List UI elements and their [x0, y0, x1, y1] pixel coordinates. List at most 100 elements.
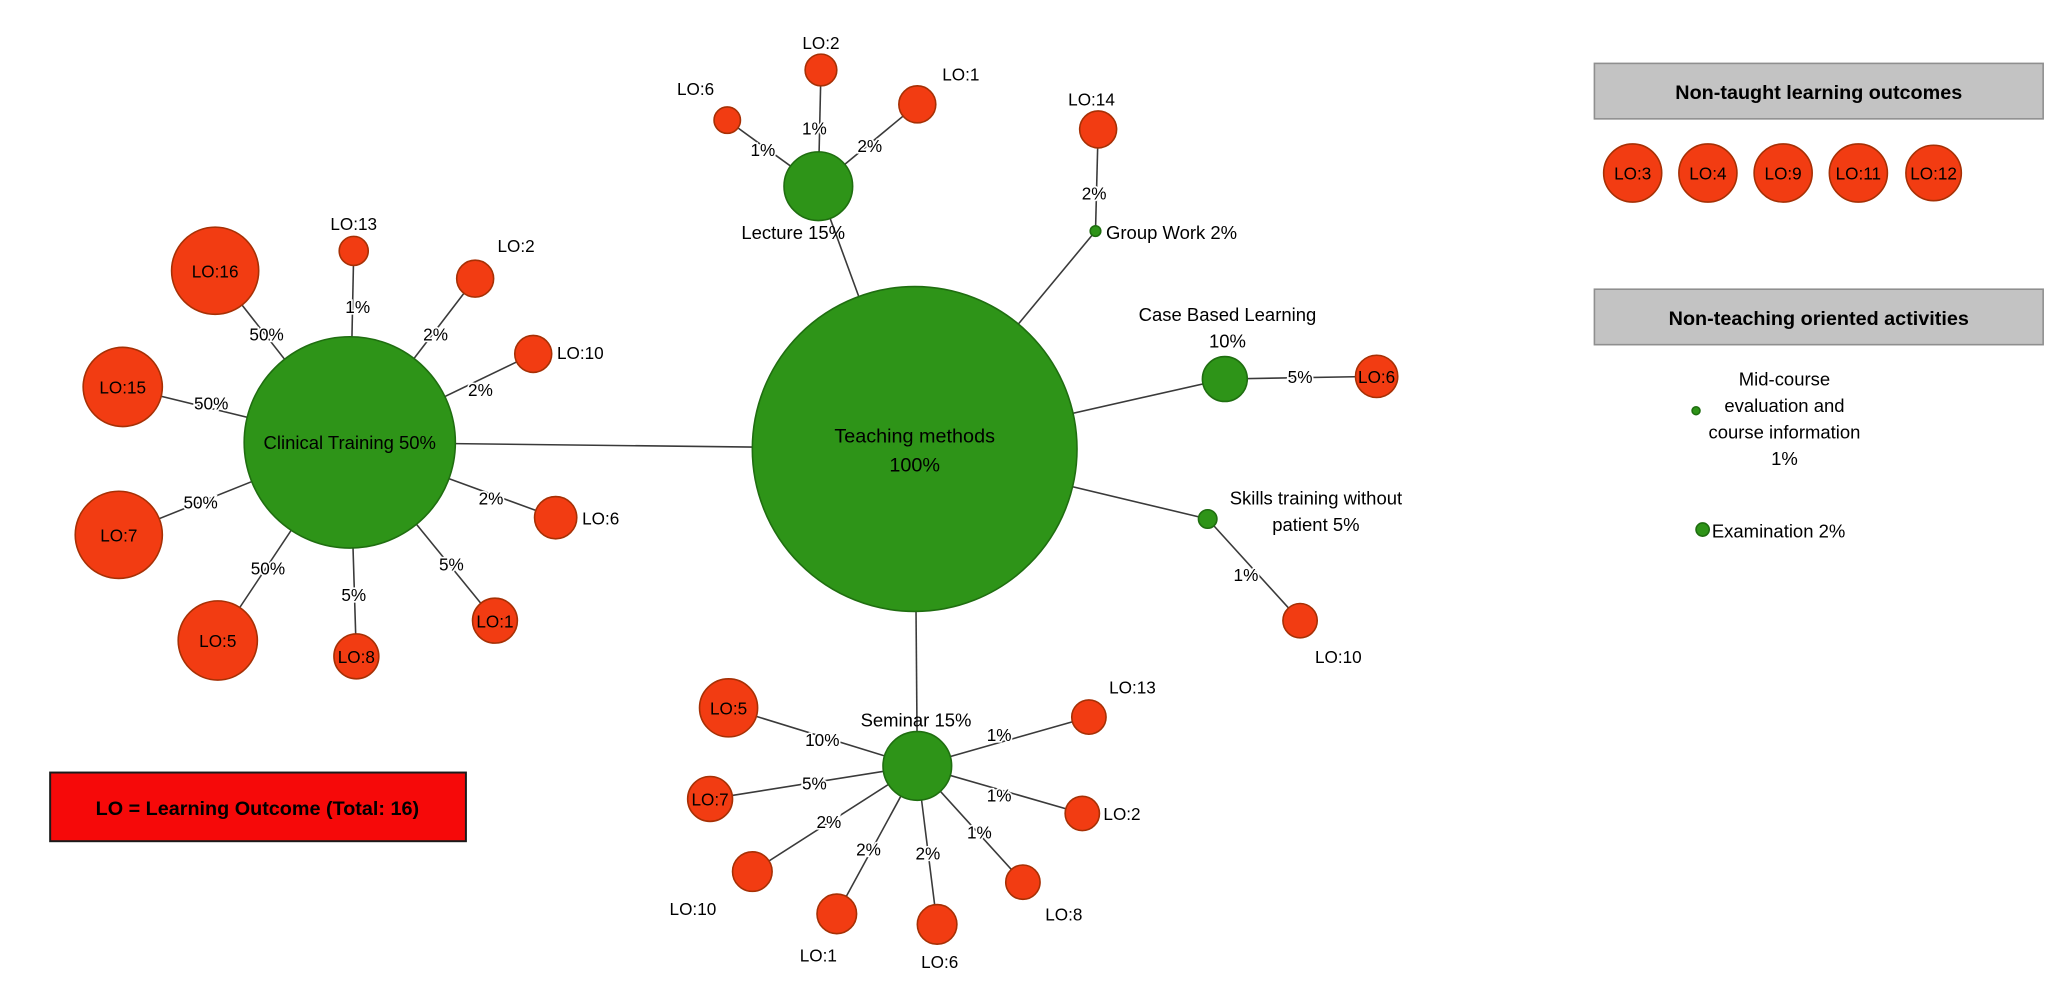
node-cbl — [1201, 355, 1249, 403]
node-label-c1: LO:1 — [476, 611, 513, 631]
node-c16 — [170, 226, 260, 316]
edge-labels-layer: 50% 1% 2% 2% 2% 5% 5% 50% 50% 50% 1% 1% 2% 2% 5% 1% 10% 5… — [182, 117, 1314, 865]
node-se13 — [1070, 699, 1107, 736]
node-s10 — [1282, 602, 1319, 639]
node-n4 — [1678, 143, 1738, 203]
node-n12 — [1905, 144, 1963, 202]
annotations-layer: Mid-course evaluation and course informati… — [1709, 369, 1861, 542]
node-label-teaching: Teaching methods 100% — [834, 425, 995, 476]
edge-label-clinical-c10: 2% — [468, 380, 493, 400]
node-label-cbl: Case Based Learning 10% — [1139, 304, 1317, 351]
edge-cbl-cb6 — [1224, 375, 1377, 380]
edge-label-seminar-se13: 1% — [987, 725, 1012, 745]
node-label-c7: LO:7 — [100, 525, 137, 545]
non-taught-header-box — [1593, 62, 2044, 120]
edge-label-seminar-se1: 2% — [856, 840, 881, 860]
edge-label-clinical-c7: 50% — [183, 492, 217, 512]
node-label-l2: LO:2 — [802, 33, 839, 53]
node-label-n4: LO:4 — [1689, 164, 1727, 184]
node-label-s10: LO:10 — [1315, 647, 1362, 667]
edge-label-clinical-c5: 50% — [251, 558, 285, 578]
node-se8 — [1004, 864, 1041, 901]
non-taught-outcomes-panel-header: Non-taught learning outcomes — [1593, 62, 2044, 120]
node-seminar — [882, 730, 953, 802]
edge-label-groupwork-g14: 2% — [1082, 183, 1107, 203]
node-label-se1: LO:1 — [800, 945, 837, 965]
edge-label-seminar-se10: 2% — [816, 812, 841, 832]
node-groupwork — [1089, 225, 1102, 238]
node-label-l1: LO:1 — [942, 65, 979, 85]
node-c10 — [513, 334, 553, 374]
non-teaching-header-box — [1593, 288, 2044, 346]
node-label-cb6: LO:6 — [1358, 367, 1395, 387]
node-c5 — [177, 600, 259, 681]
node-c13 — [338, 235, 370, 267]
node-label-se13: LO:13 — [1109, 677, 1156, 697]
edge-label-clinical-c13: 1% — [345, 297, 370, 317]
node-se5 — [698, 677, 759, 738]
node-label-c6: LO:6 — [582, 508, 619, 528]
edge-label-lecture-l1: 2% — [857, 136, 882, 156]
node-label-se10: LO:10 — [670, 899, 717, 919]
legend: LO = Learning Outcome (Total: 16) — [49, 771, 467, 843]
edge-label-clinical-c16: 50% — [249, 325, 283, 345]
edge-label-seminar-se2: 1% — [987, 786, 1012, 806]
node-c7 — [74, 490, 164, 580]
edge-label-clinical-c2: 2% — [423, 325, 448, 345]
node-skills — [1197, 508, 1218, 530]
node-l6 — [713, 106, 742, 135]
node-c2 — [455, 259, 495, 298]
edge-label-seminar-se5: 10% — [805, 730, 839, 750]
legend-box — [49, 771, 467, 843]
node-g14 — [1078, 110, 1118, 149]
node-exam — [1695, 522, 1711, 537]
node-label-c15: LO:15 — [99, 378, 146, 398]
node-se1 — [816, 893, 858, 935]
node-c15 — [82, 346, 164, 428]
node-label-g14: LO:14 — [1068, 90, 1115, 110]
edge-skills-s10 — [1207, 518, 1301, 622]
node-label-groupwork: Group Work 2% — [1106, 222, 1237, 243]
node-se7 — [686, 775, 734, 823]
node-label-c16: LO:16 — [192, 261, 239, 281]
node-label-c13: LO:13 — [330, 214, 377, 234]
edge-label-clinical-c15: 50% — [194, 393, 228, 413]
node-l1 — [898, 85, 937, 124]
node-se6 — [916, 903, 958, 946]
node-cb6 — [1354, 354, 1399, 399]
node-n11 — [1828, 143, 1889, 203]
node-n3 — [1602, 143, 1663, 203]
node-label-n3: LO:3 — [1614, 164, 1651, 184]
edge-label-lecture-l6: 1% — [750, 140, 775, 160]
non-teaching-activities-panel-header: Non-teaching oriented activities — [1593, 288, 2044, 346]
node-label-l6: LO:6 — [677, 79, 714, 99]
legend-text: LO = Learning Outcome (Total: 16) — [96, 798, 419, 820]
edge-label-seminar-se7: 5% — [802, 774, 827, 794]
edge-label-seminar-se8: 1% — [967, 823, 992, 843]
node-label-lecture: Lecture 15% — [741, 222, 845, 243]
node-label-c8: LO:8 — [338, 647, 375, 667]
node-label-skills: Skills training without patient 5% — [1230, 487, 1402, 534]
non-teaching-header-title: Non-teaching oriented activities — [1669, 308, 1969, 330]
edge-label-clinical-c8: 5% — [341, 585, 366, 605]
node-teaching — [751, 285, 1078, 613]
node-label-n9: LO:9 — [1765, 164, 1802, 184]
node-label-clinical: Clinical Training 50% — [264, 432, 436, 453]
node-label-se7: LO:7 — [691, 790, 728, 810]
edge-label-clinical-c1: 5% — [439, 554, 464, 574]
node-label-se2: LO:2 — [1103, 804, 1140, 824]
node-clinical — [243, 335, 457, 549]
node-l2 — [804, 53, 838, 87]
node-c6 — [533, 495, 578, 540]
node-label-c10: LO:10 — [557, 343, 604, 363]
node-label-c2: LO:2 — [497, 236, 534, 256]
node-midcourse — [1691, 405, 1701, 416]
node-label-se5: LO:5 — [710, 698, 747, 718]
midcourse-label: Mid-course evaluation and course informati… — [1709, 369, 1861, 469]
edge-label-clinical-c6: 2% — [479, 488, 504, 508]
non-taught-header-title: Non-taught learning outcomes — [1675, 82, 1962, 104]
edge-label-skills-s10: 1% — [1234, 565, 1259, 585]
edge-label-cbl-cb6: 5% — [1288, 367, 1313, 387]
